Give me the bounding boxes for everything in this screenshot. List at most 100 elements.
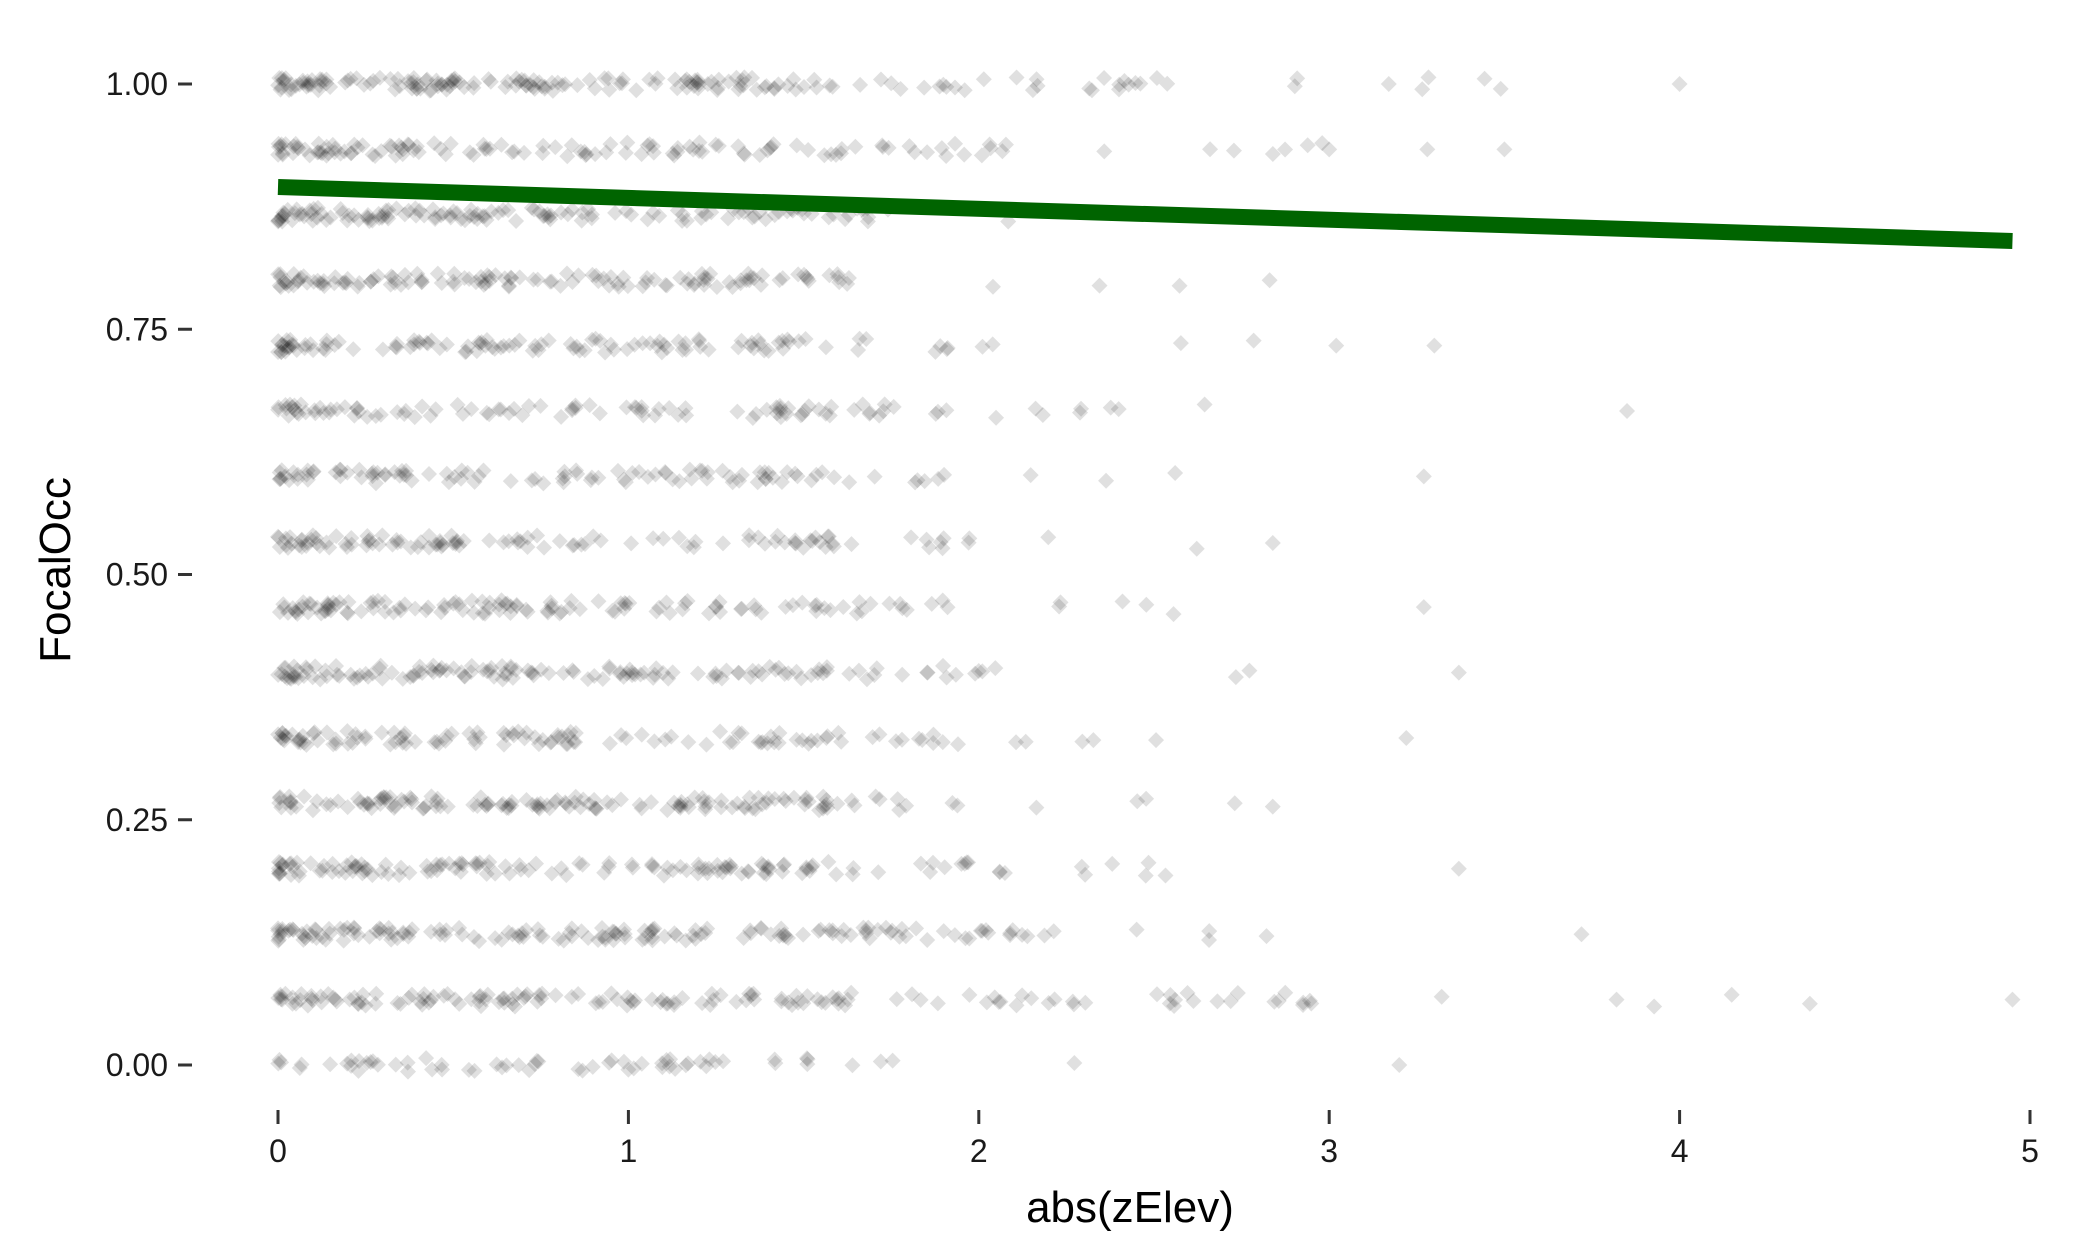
data-point-715	[567, 724, 584, 741]
data-point-1217	[285, 464, 302, 481]
data-point-1445	[273, 344, 290, 361]
data-point-1510	[686, 276, 703, 293]
data-point-399	[543, 865, 560, 882]
data-point-1413	[473, 334, 490, 351]
data-point-2013	[581, 72, 598, 89]
data-point-176	[533, 990, 550, 1007]
data-point-1246	[438, 465, 455, 482]
data-point-1527	[400, 274, 417, 291]
data-point-776	[864, 729, 881, 746]
data-point-146	[439, 985, 456, 1002]
data-point-153	[705, 992, 722, 1009]
data-point-1039	[476, 605, 493, 622]
data-point-1793	[800, 141, 817, 158]
data-point-1370	[1196, 396, 1213, 413]
data-point-352	[855, 919, 872, 936]
data-point-2012	[611, 75, 628, 92]
data-point-1293	[626, 399, 643, 416]
data-point-956	[939, 599, 956, 616]
data-point-1009	[822, 602, 839, 619]
data-point-2071	[466, 75, 483, 92]
data-point-804	[463, 664, 480, 681]
data-point-135	[784, 997, 801, 1014]
data-point-1446	[274, 336, 291, 353]
data-point-1943	[313, 73, 330, 90]
data-point-11	[692, 1053, 709, 1070]
data-point-1802	[880, 139, 897, 156]
data-point-1983	[355, 76, 372, 93]
data-point-642	[694, 790, 711, 807]
data-point-350	[284, 921, 301, 938]
data-point-1999	[935, 76, 952, 93]
data-point-1839	[919, 144, 936, 161]
data-point-871	[364, 665, 381, 682]
data-point-475	[690, 856, 707, 873]
data-point-1324	[1034, 407, 1051, 424]
data-point-967	[436, 599, 453, 616]
data-point-1340	[286, 401, 303, 418]
data-point-208	[674, 989, 691, 1006]
data-point-1306	[1110, 401, 1127, 418]
data-point-1127	[750, 529, 767, 546]
data-point-785	[278, 727, 295, 744]
data-point-1827	[598, 144, 615, 161]
data-point-27	[633, 1055, 650, 1072]
data-point-1504	[525, 271, 542, 288]
data-point-827	[496, 665, 513, 682]
data-point-1620	[602, 269, 619, 286]
data-point-4	[528, 1052, 545, 1069]
data-point-1147	[787, 532, 804, 549]
data-point-286	[335, 932, 352, 949]
data-point-962	[502, 604, 519, 621]
data-point-1921	[872, 71, 889, 88]
data-point-650	[322, 797, 339, 814]
data-point-170	[412, 993, 429, 1010]
data-point-903	[601, 658, 618, 675]
data-point-1020	[493, 592, 510, 609]
data-point-938	[1114, 593, 1131, 610]
data-point-1449	[533, 336, 550, 353]
data-point-849	[312, 671, 329, 688]
data-point-26	[798, 1050, 815, 1067]
data-point-2003	[291, 76, 308, 93]
data-point-337	[607, 925, 624, 942]
data-point-972	[807, 597, 824, 614]
data-point-424	[343, 854, 360, 871]
data-point-1732	[542, 207, 559, 224]
data-point-729	[934, 734, 951, 751]
data-point-376	[339, 919, 356, 936]
data-point-291	[336, 921, 353, 938]
data-point-574	[498, 800, 515, 817]
data-point-1280	[283, 399, 300, 416]
data-point-1538	[337, 274, 354, 291]
data-point-1138	[277, 530, 294, 547]
data-point-94	[416, 986, 433, 1003]
data-point-1718	[371, 210, 388, 227]
data-point-1867	[393, 139, 410, 156]
data-point-1247	[657, 463, 674, 480]
data-point-472	[380, 865, 397, 882]
data-point-1755	[309, 199, 326, 216]
data-point-1923	[852, 76, 869, 93]
data-point-167	[712, 987, 729, 1004]
data-point-482	[689, 865, 706, 882]
data-point-1634	[540, 209, 557, 226]
data-point-30	[521, 1062, 538, 1079]
data-point-1797	[364, 146, 381, 163]
data-point-1112	[529, 527, 546, 544]
data-point-1036	[287, 602, 304, 619]
data-point-1511	[680, 271, 697, 288]
data-point-328	[824, 922, 841, 939]
data-point-1163	[388, 531, 405, 548]
data-point-606	[427, 798, 444, 815]
data-point-250	[371, 925, 388, 942]
data-point-1737	[539, 206, 556, 223]
data-point-974	[679, 593, 696, 610]
data-point-342	[493, 931, 510, 948]
data-point-178	[904, 986, 921, 1003]
data-point-775	[750, 733, 767, 750]
data-point-2034	[1029, 77, 1046, 94]
data-point-164	[587, 995, 604, 1012]
data-point-363	[974, 922, 991, 939]
